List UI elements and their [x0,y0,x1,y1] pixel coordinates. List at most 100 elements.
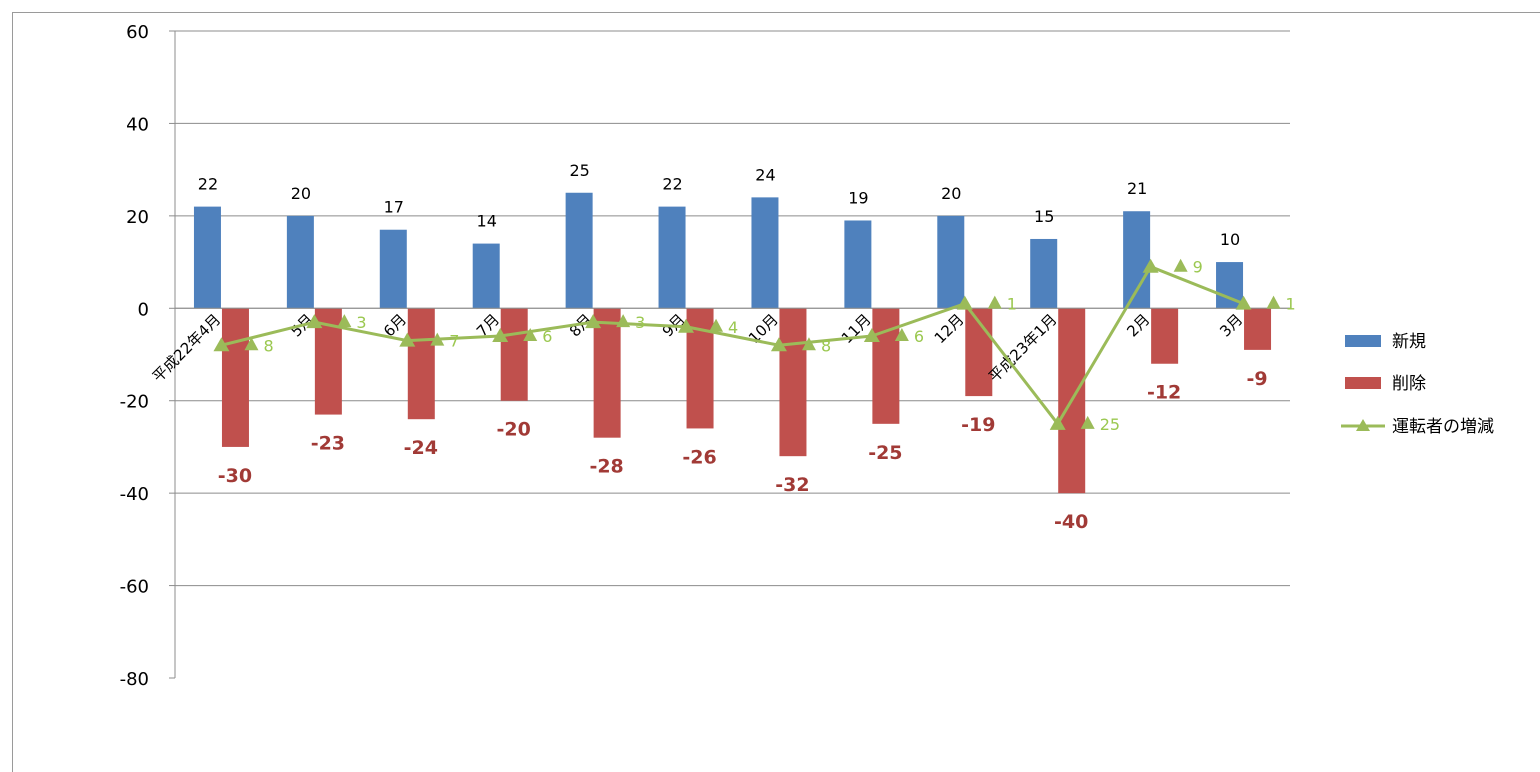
legend-label: 新規 [1392,332,1426,352]
bar-new [193,206,221,309]
y-tick-label: 20 [126,207,149,228]
data-label-delete: -19 [961,414,995,436]
point-net-change [1142,258,1159,273]
bar-delete [500,308,528,401]
label-marker-net-change [430,332,445,346]
x-tick-label: 3月 [1216,310,1246,340]
legend-swatch [1345,335,1381,347]
data-label-delete: -25 [868,442,902,464]
data-label-new: 25 [569,161,589,180]
bar-new [844,220,872,309]
bar-new [937,215,965,309]
point-net-change [1235,295,1252,310]
bar-delete [1151,308,1179,364]
data-label-new: 24 [755,165,775,184]
bar-new [1123,211,1151,309]
label-marker-net-change [616,314,631,328]
data-label-net-change: 1 [1286,295,1296,314]
data-label-net-change: 6 [542,327,552,346]
label-marker-net-change [894,328,909,342]
data-label-net-change: 3 [635,313,645,332]
point-net-change [1049,415,1066,430]
data-label-net-change: 3 [356,313,366,332]
data-label-net-change: 4 [728,318,738,337]
point-net-change [213,337,230,352]
legend-triangle-icon [1356,419,1370,431]
legend-swatch [1345,377,1381,389]
label-marker-net-change [523,328,538,342]
bar-delete [1244,308,1272,350]
data-label-new: 15 [1034,207,1054,226]
data-label-delete: -9 [1246,368,1267,390]
data-label-delete: -40 [1054,511,1088,533]
y-tick-label: 0 [138,299,149,320]
data-label-new: 19 [848,188,868,207]
data-label-net-change: 7 [449,332,459,351]
data-label-delete: -20 [497,419,531,441]
y-tick-label: 40 [126,114,149,135]
x-tick-label: 12月 [931,310,968,347]
label-marker-net-change [987,295,1002,309]
bar-new [379,229,407,309]
point-net-change [399,332,416,347]
bar-new [1030,238,1058,309]
legend-label: 削除 [1392,374,1426,394]
point-net-change [585,314,602,329]
data-label-new: 20 [291,184,311,203]
data-label-net-change: 8 [821,336,831,355]
y-tick-label: -80 [120,669,149,690]
data-label-new: 10 [1220,230,1240,249]
y-tick-label: -20 [120,392,149,413]
chart-frame [12,12,1540,772]
point-net-change [956,295,973,310]
data-label-net-change: 25 [1100,415,1120,434]
data-label-new: 17 [384,198,404,217]
data-label-new: 14 [477,212,497,231]
y-tick-label: 60 [126,22,149,43]
data-label-delete: -24 [404,437,438,459]
point-net-change [770,337,787,352]
point-net-change [492,328,509,343]
data-label-new: 22 [198,175,218,194]
bar-new [658,206,686,309]
data-label-new: 22 [662,175,682,194]
label-marker-net-change [337,314,352,328]
x-tick-label: 2月 [1123,310,1153,340]
data-label-delete: -26 [682,446,716,468]
bar-delete [593,308,621,438]
x-tick-label: 平成22年4月 [149,310,224,385]
bar-new [472,243,500,309]
y-tick-label: -40 [120,484,149,505]
point-net-change [863,328,880,343]
line-net-change [221,265,1245,426]
y-tick-label: -60 [120,577,149,598]
bar-new [565,192,593,309]
data-label-net-change: 1 [1007,295,1017,314]
x-tick-label: 平成23年1月 [985,310,1060,385]
data-label-new: 21 [1127,179,1147,198]
label-marker-net-change [244,337,259,351]
bar-new [751,197,779,309]
data-label-delete: -23 [311,433,345,455]
label-marker-net-change [1080,415,1095,429]
point-net-change [306,314,323,329]
data-label-delete: -12 [1147,382,1181,404]
legend-label: 運転者の増減 [1392,417,1494,437]
data-label-new: 20 [941,184,961,203]
point-net-change [678,318,695,333]
label-marker-net-change [1266,295,1281,309]
data-label-delete: -32 [775,474,809,496]
bar-delete [779,308,807,457]
data-label-net-change: 9 [1193,258,1203,277]
data-label-delete: -28 [589,456,623,478]
bar-delete [407,308,435,420]
label-marker-net-change [709,318,724,332]
bar-new [286,215,314,309]
data-label-delete: -30 [218,465,252,487]
label-marker-net-change [801,337,816,351]
data-label-net-change: 8 [263,336,273,355]
label-marker-net-change [1173,258,1188,272]
bar-delete [872,308,900,424]
bar-delete [221,308,249,447]
